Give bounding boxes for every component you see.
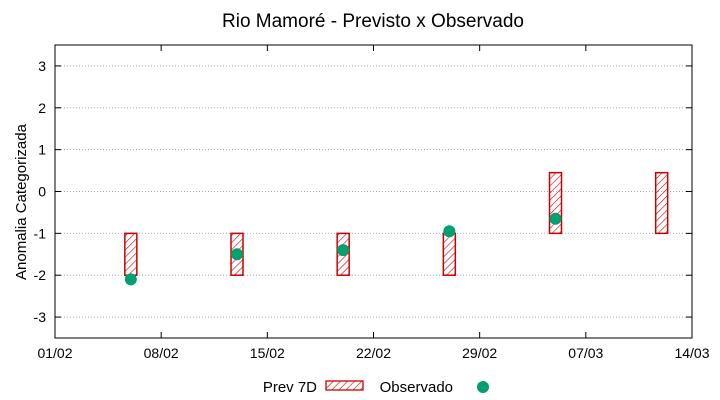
y-axis-label: Anomalia Categorizada (13, 123, 30, 280)
y-tick-label: -2 (34, 267, 47, 283)
legend-label-prev: Prev 7D (263, 379, 317, 396)
x-tick-label: 08/02 (144, 345, 179, 361)
y-tick-label: 2 (38, 100, 46, 116)
y-tick-label: -1 (34, 225, 47, 241)
y-tick-label: 0 (38, 184, 46, 200)
legend-swatch-prev (325, 380, 364, 391)
y-tick-label: 3 (38, 58, 46, 74)
forecast-range-bar (654, 171, 669, 235)
legend-label-observado: Observado (380, 379, 453, 396)
legend-swatch-observado (477, 381, 489, 393)
observed-point (443, 225, 456, 238)
observed-point (549, 212, 562, 225)
y-tick-label: -3 (34, 309, 47, 325)
x-tick-label: 07/03 (568, 345, 603, 361)
x-tick-label: 01/02 (37, 345, 72, 361)
chart-title: Rio Mamoré - Previsto x Observado (222, 11, 524, 32)
x-tick-label: 14/03 (674, 345, 709, 361)
observed-point (231, 248, 243, 261)
x-tick-label: 29/02 (462, 345, 497, 361)
forecast-range-bar (442, 232, 457, 276)
observed-point (124, 273, 137, 286)
forecast-range-bar (124, 232, 138, 276)
legend: Prev 7D Observado (263, 379, 489, 396)
observed-point (337, 244, 350, 257)
x-tick-label: 22/02 (356, 345, 391, 361)
y-tick-label: 1 (38, 142, 46, 158)
x-tick-label: 15/02 (250, 345, 285, 361)
